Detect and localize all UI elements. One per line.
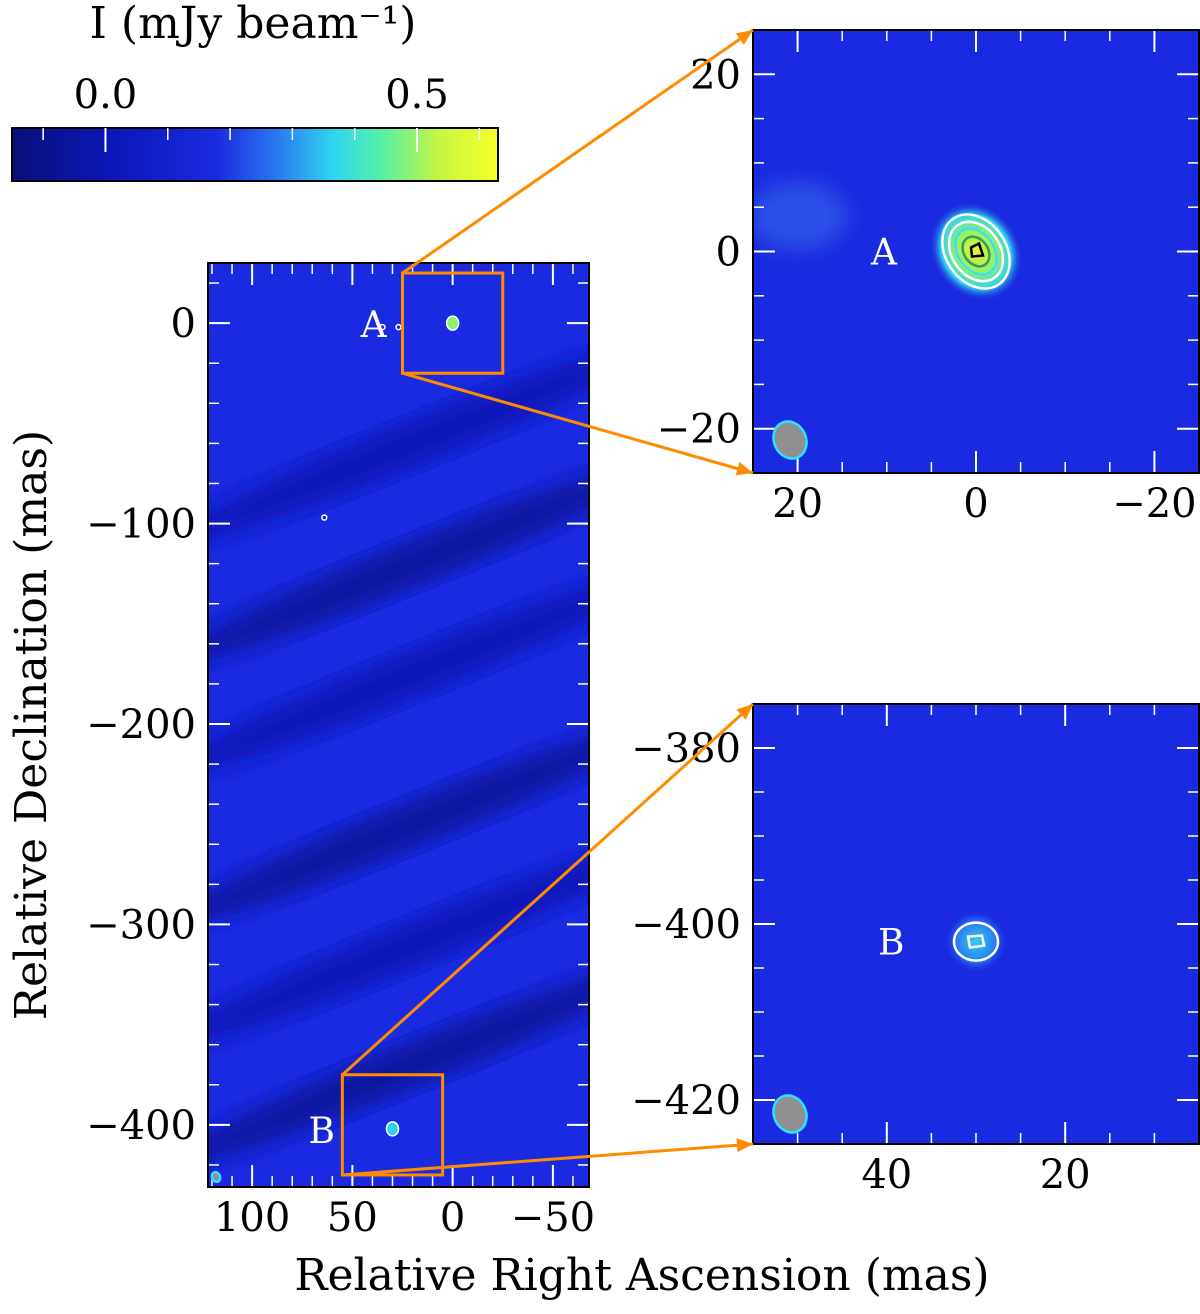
connector-line (341, 702, 755, 1076)
beam-ellipse (210, 1170, 222, 1184)
sidelobe-band (208, 724, 589, 924)
panel-frame (207, 262, 590, 1188)
source-marker (445, 315, 460, 331)
y-tick-label: −200 (86, 702, 196, 748)
source-label: B (308, 1111, 334, 1152)
source-label: A (870, 233, 898, 274)
colorbar: I (mJy beam⁻¹) 0.0 0.5 (11, 0, 499, 182)
y-tick-label: −300 (86, 902, 196, 948)
connector-line (342, 1142, 754, 1177)
source-emission (929, 201, 1023, 302)
source-emission (944, 909, 1008, 974)
colorbar-gradient (11, 127, 499, 182)
y-tick-label: 0 (716, 230, 741, 276)
panel-frame (752, 703, 1200, 1145)
y-tick-label: −420 (631, 1078, 741, 1124)
source-marker (385, 1121, 400, 1137)
sidelobe-band (208, 844, 589, 1044)
x-tick-label: 0 (963, 481, 988, 527)
zoom-box (401, 271, 505, 375)
connector-arrowhead (735, 461, 753, 476)
y-tick-label: −400 (86, 1103, 196, 1149)
sidelobe-band (208, 464, 589, 664)
contour-peak (969, 241, 985, 258)
contour-2 (947, 220, 1005, 283)
connector-arrowhead (736, 1138, 753, 1153)
connector-line (402, 371, 754, 475)
y-tick-label: −400 (631, 902, 741, 948)
y-axis-label: Relative Declination (mas) (6, 430, 57, 1020)
axis-ticks (208, 263, 589, 1187)
source-label: B (878, 923, 904, 964)
map-structure (208, 343, 589, 1165)
connector-line (401, 28, 754, 275)
x-axis-label: Relative Right Ascension (mas) (294, 1250, 989, 1301)
sidelobe-band (208, 965, 589, 1165)
colorbar-tick-label: 0.5 (385, 72, 449, 118)
zoom-box (340, 1073, 445, 1177)
contour-blip (395, 323, 402, 331)
contour-blip (379, 323, 386, 331)
colorbar-ticks: 0.0 0.5 (42, 72, 481, 152)
connector-arrowhead (736, 704, 753, 720)
main-map-panel: 100 50 0 −50 0 −100 −200 −300 −400 A B (86, 262, 595, 1241)
y-tick-label: −20 (657, 407, 741, 453)
x-tick-label: 100 (214, 1195, 290, 1241)
x-tick-label: 20 (772, 481, 823, 527)
x-tick-label: −20 (1112, 481, 1196, 527)
contour-4 (961, 235, 991, 268)
colorbar-label: I (mJy beam⁻¹) (90, 0, 417, 49)
beam-ellipse (772, 420, 808, 460)
source-label: A (360, 305, 388, 346)
contour-3 (954, 227, 998, 276)
y-tick-label: 20 (690, 52, 741, 98)
beam-ellipse (772, 1094, 808, 1134)
y-tick-label: 0 (171, 301, 196, 347)
y-tick-label: −100 (86, 502, 196, 548)
contour-outer (952, 921, 1000, 962)
contour-blip (321, 514, 328, 521)
colorbar-tick-label: 0.0 (74, 72, 138, 118)
zoom-panel-a: 20 0 −20 20 0 −20 A (657, 29, 1200, 527)
x-tick-label: 50 (327, 1195, 378, 1241)
contour-outer (941, 213, 1011, 290)
sidelobe-band (208, 574, 589, 774)
zoom-connectors (341, 28, 755, 1177)
contour-inner (966, 934, 986, 950)
x-tick-label: 0 (440, 1195, 465, 1241)
x-tick-label: 40 (861, 1152, 912, 1198)
map-structure (753, 182, 848, 251)
faint-emission (753, 182, 848, 251)
sidelobe-band (208, 343, 589, 543)
x-tick-label: 20 (1040, 1152, 1091, 1198)
panel-frame (752, 29, 1200, 474)
connector-arrowhead (735, 30, 753, 45)
x-tick-label: −50 (511, 1195, 595, 1241)
